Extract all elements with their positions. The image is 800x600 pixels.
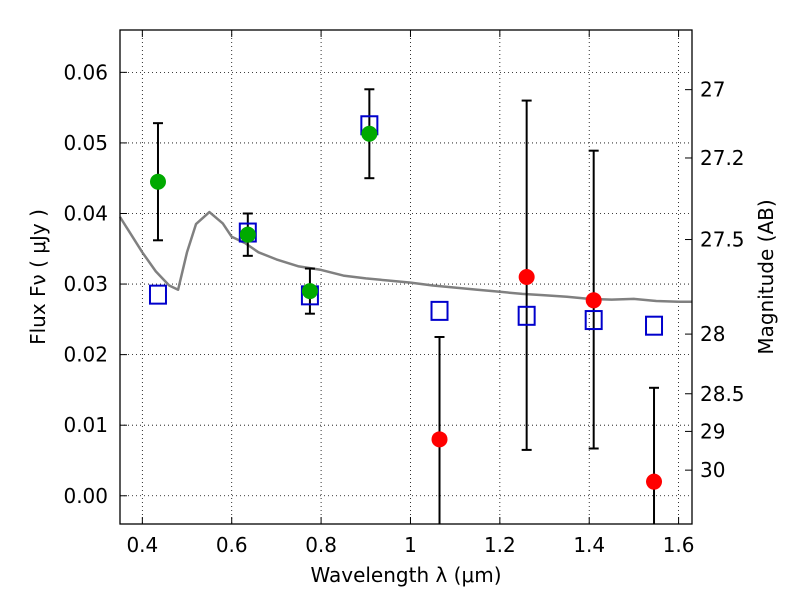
y-tick-label: 0.05 [63, 131, 108, 155]
x-tick-label: 0.4 [126, 533, 158, 557]
mag-tick-label: 29 [700, 419, 725, 443]
mag-tick-label: 27.2 [700, 146, 745, 170]
model-photometry-point [430, 300, 449, 321]
upper-limit-point [585, 292, 602, 309]
y-tick-label: 0.03 [63, 272, 108, 296]
upper-limit-point [431, 431, 448, 448]
y-axis-label: Flux Fν ( μJy ) [26, 209, 50, 345]
model-spectrum-layer [118, 210, 692, 303]
x-tick-label: 1 [404, 533, 417, 557]
model-photometry-point [584, 310, 603, 331]
grid-lines [120, 30, 692, 524]
y-tick-label: 0.01 [63, 413, 108, 437]
detection-point [301, 283, 318, 300]
y-tick-label: 0.00 [63, 484, 108, 508]
detection-point [239, 226, 256, 243]
y-tick-label: 0.06 [63, 60, 108, 84]
x-tick-label: 0.6 [216, 533, 248, 557]
model-photometry-point [645, 315, 664, 336]
mag-tick-label: 27 [700, 78, 725, 102]
y2-axis-label: Magnitude (AB) [754, 199, 778, 354]
x-axis-label: Wavelength λ (μm) [310, 563, 501, 587]
mag-tick-label: 30 [700, 458, 725, 482]
x-tick-label: 0.8 [305, 533, 337, 557]
model-photometry-point [148, 284, 167, 305]
errorbar-layer [152, 88, 660, 524]
x-tick-label: 1.6 [663, 533, 695, 557]
x-tick-label: 1.4 [573, 533, 605, 557]
y-tick-label: 0.04 [63, 201, 108, 225]
model-photometry-point [517, 305, 536, 326]
detection-point [361, 125, 378, 142]
upper-limit-point [646, 473, 663, 490]
tick-labels: 0.4 0.6 0.8 1 1.2 1.4 1.6 0.00 0.01 0.02 0.03 0.04 0… [63, 60, 744, 557]
x-tick-label: 1.2 [484, 533, 516, 557]
model-spectrum-line [118, 210, 692, 303]
marker-layer [148, 115, 664, 490]
axis-ticks [120, 30, 692, 524]
detection-point [149, 173, 166, 190]
upper-limit-point [518, 269, 535, 285]
mag-tick-label: 27.5 [700, 228, 745, 252]
plot-frame [119, 29, 693, 525]
mag-tick-label: 28 [700, 322, 725, 346]
mag-tick-label: 28.5 [700, 382, 745, 406]
y-tick-label: 0.02 [63, 343, 108, 367]
